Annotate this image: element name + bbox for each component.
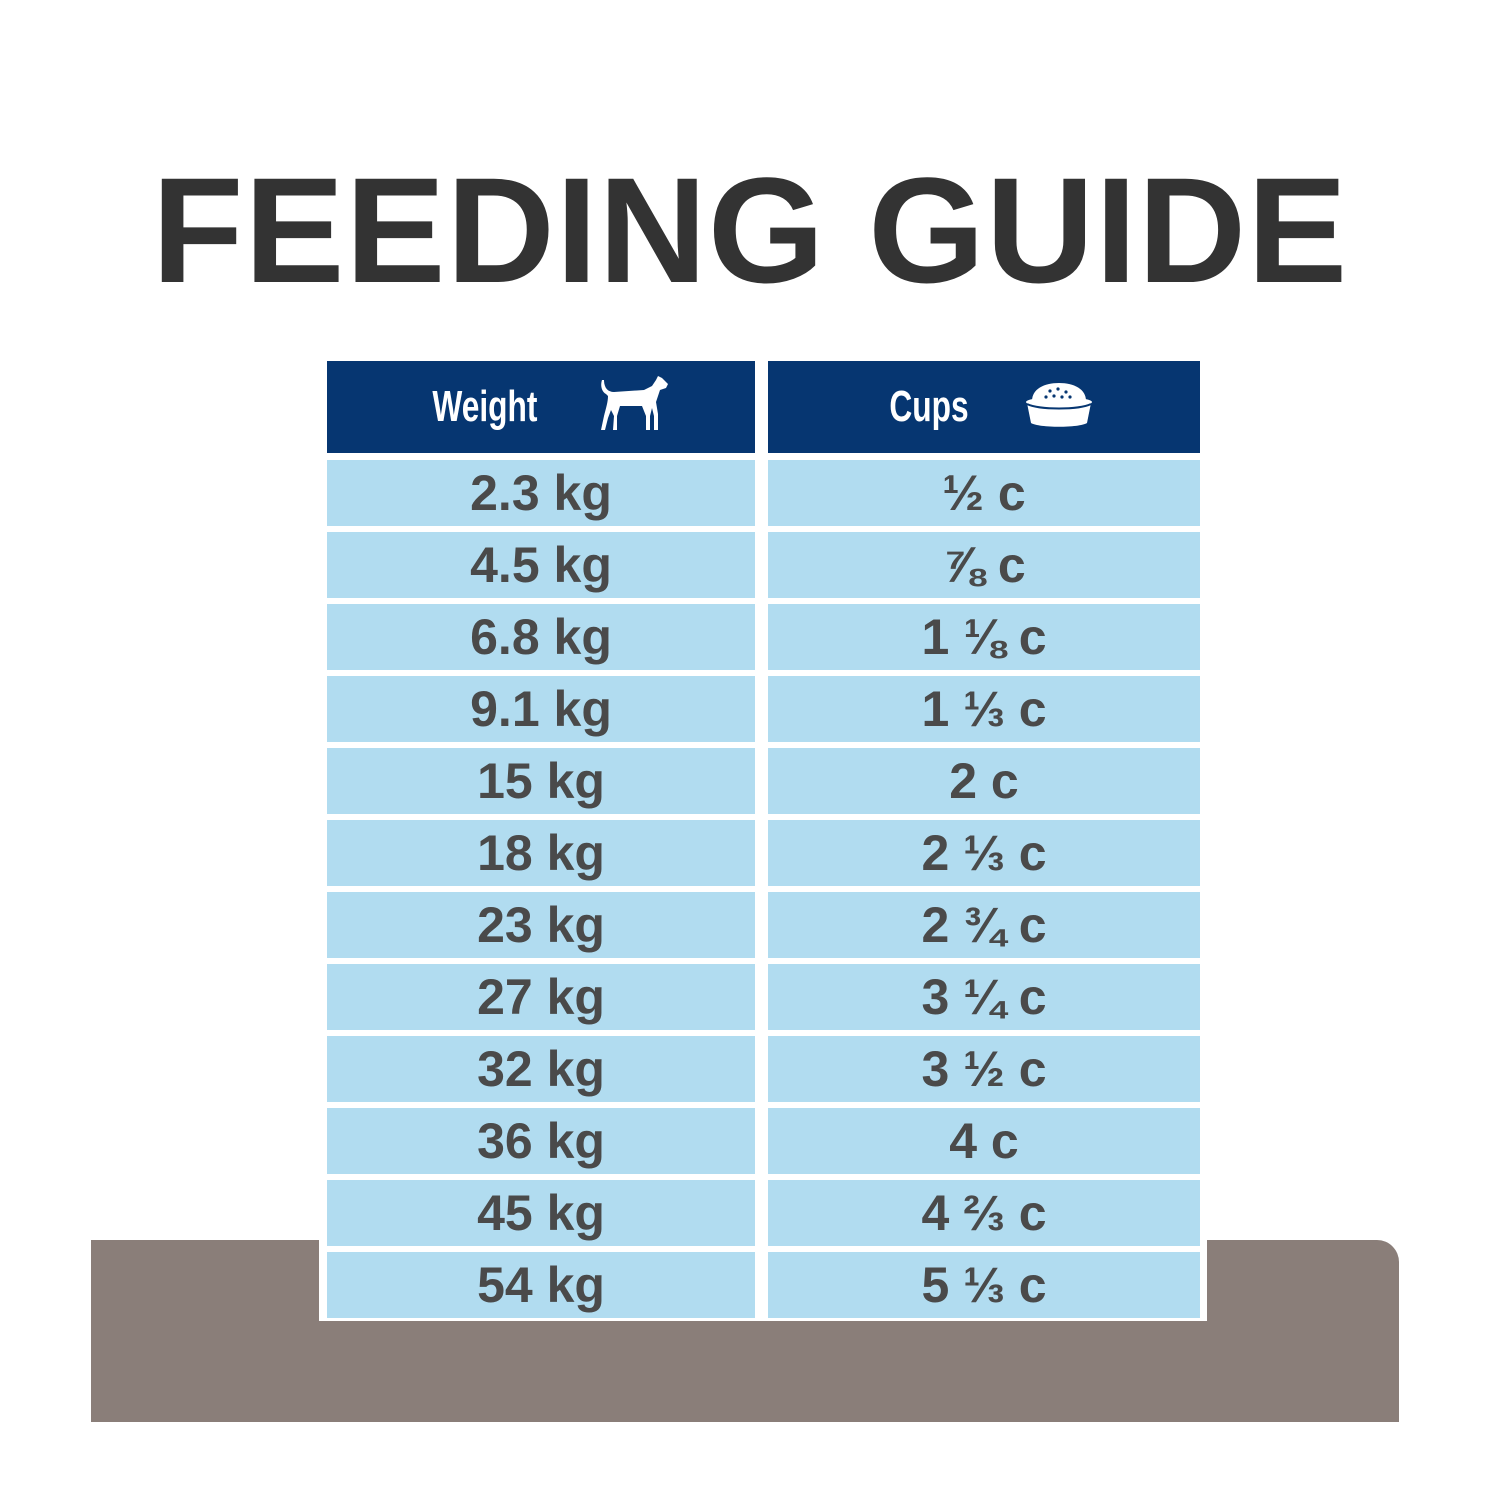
page-title: FEEDING GUIDE (151, 146, 1349, 314)
header-cups-label: Cups (889, 382, 969, 431)
weight-cell: 54 kg (327, 1252, 755, 1318)
weight-cell: 32 kg (327, 1036, 755, 1102)
cups-cell: 1 ⅛ c (768, 604, 1200, 670)
weight-cell: 6.8 kg (327, 604, 755, 670)
food-bowl-icon (1024, 381, 1094, 434)
weight-cell: 18 kg (327, 820, 755, 886)
cups-cell: 2 c (768, 748, 1200, 814)
cups-cell: 2 ¾ c (768, 892, 1200, 958)
weight-cell: 45 kg (327, 1180, 755, 1246)
weight-cell: 15 kg (327, 748, 755, 814)
weight-cell: 27 kg (327, 964, 755, 1030)
weight-cell: 9.1 kg (327, 676, 755, 742)
cups-cell: 4 c (768, 1108, 1200, 1174)
cups-cell: ½ c (768, 460, 1200, 526)
dog-icon (598, 375, 670, 439)
cups-cell: 5 ⅓ c (768, 1252, 1200, 1318)
cups-cell: 4 ⅔ c (768, 1180, 1200, 1246)
header-weight: Weight (327, 361, 755, 453)
cups-cell: 1 ⅓ c (768, 676, 1200, 742)
weight-cell: 2.3 kg (327, 460, 755, 526)
weight-cell: 36 kg (327, 1108, 755, 1174)
cups-cell: 3 ¼ c (768, 964, 1200, 1030)
cups-cell: ⅞ c (768, 532, 1200, 598)
cups-cell: 2 ⅓ c (768, 820, 1200, 886)
header-weight-label: Weight (432, 382, 538, 431)
header-cups: Cups (768, 361, 1200, 453)
weight-cell: 23 kg (327, 892, 755, 958)
weight-cell: 4.5 kg (327, 532, 755, 598)
feeding-table: Weight Cups 2.3 kg ½ c 4.5 kg ⅞ c 6.8 kg 1 ⅛ … (319, 355, 1207, 1321)
cups-cell: 3 ½ c (768, 1036, 1200, 1102)
